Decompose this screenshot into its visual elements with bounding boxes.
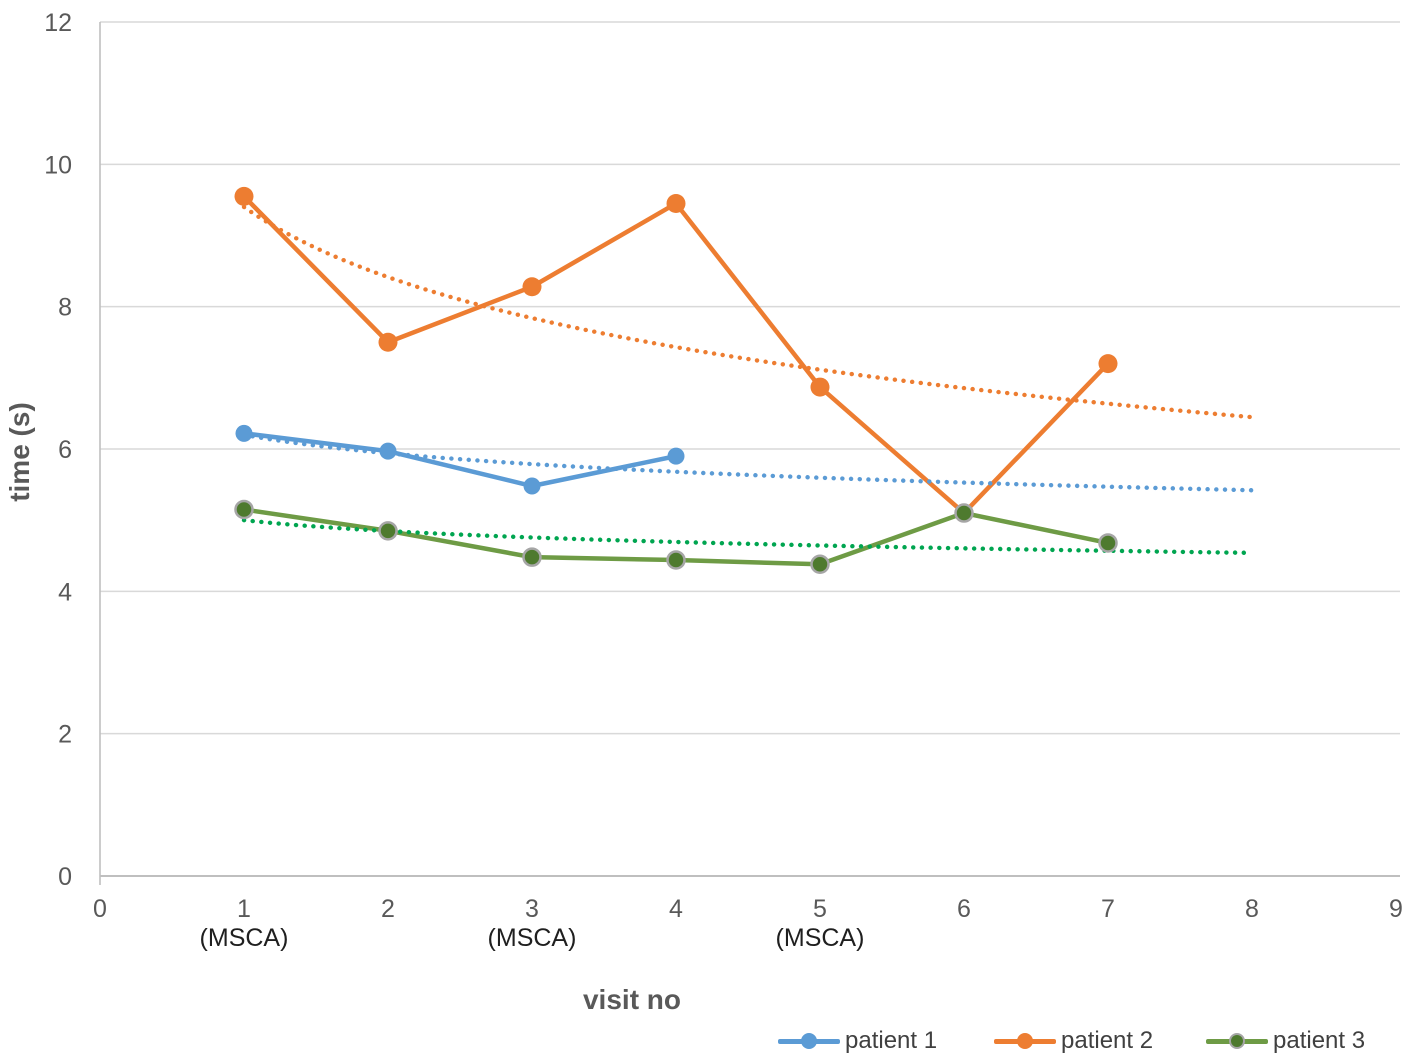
x-tick-label-8: 8 xyxy=(1245,895,1259,923)
marker-patient-2-x5 xyxy=(810,377,830,397)
y-tick-label-4: 4 xyxy=(58,578,72,606)
marker-patient-3-x5 xyxy=(810,554,830,575)
marker-patient-1-x2 xyxy=(379,442,397,460)
x-sublabel-msca-1: (MSCA) xyxy=(200,924,289,952)
marker-patient-1-x3 xyxy=(523,477,541,495)
trendline-patient-3 xyxy=(241,517,1255,556)
x-tick-label-6: 6 xyxy=(957,895,971,923)
x-axis-title: visit no xyxy=(582,984,681,1015)
marker-patient-3-x1 xyxy=(234,499,254,520)
marker-patient-2-x1 xyxy=(234,186,254,206)
trendline-patient-2 xyxy=(241,204,1255,420)
marker-patient-3-x6 xyxy=(954,503,974,523)
x-tick-label-4: 4 xyxy=(669,895,683,923)
y-tick-label-2: 2 xyxy=(58,721,72,749)
y-tick-label-8: 8 xyxy=(58,294,72,322)
series-line-patient-2 xyxy=(241,194,1111,516)
y-tick-label-0: 0 xyxy=(58,863,72,891)
x-tick-label-1: 1 xyxy=(237,895,251,923)
series-line-patient-1 xyxy=(241,431,679,489)
marker-patient-1-x1 xyxy=(235,424,253,442)
marker-patient-3-x4 xyxy=(666,550,686,570)
marker-patient-2-x2 xyxy=(378,332,398,352)
y-tick-label-10: 10 xyxy=(44,151,72,179)
marker-patient-2-x3 xyxy=(522,277,542,297)
marker-patient-3-x3 xyxy=(522,547,542,567)
marker-patient-3-x7 xyxy=(1098,533,1118,553)
marker-patient-2-x4 xyxy=(666,193,686,213)
x-tick-label-2: 2 xyxy=(381,895,395,923)
y-tick-label-12: 12 xyxy=(44,9,72,37)
trendline-patient-1 xyxy=(241,432,1255,493)
x-tick-label-7: 7 xyxy=(1101,895,1115,923)
x-tick-label-3: 3 xyxy=(525,895,539,923)
marker-patient-2-x7 xyxy=(1098,354,1118,374)
y-axis-title: time (s) xyxy=(4,402,35,502)
x-tick-label-0: 0 xyxy=(93,895,107,923)
y-tick-label-6: 6 xyxy=(58,436,72,464)
x-sublabel-msca-5: (MSCA) xyxy=(776,924,865,952)
x-tick-label-5: 5 xyxy=(813,895,827,923)
x-sublabel-msca-3: (MSCA) xyxy=(488,924,577,952)
marker-patient-3-x2 xyxy=(378,521,398,541)
x-tick-label-9: 9 xyxy=(1389,895,1403,923)
marker-patient-1-x4 xyxy=(667,447,685,465)
